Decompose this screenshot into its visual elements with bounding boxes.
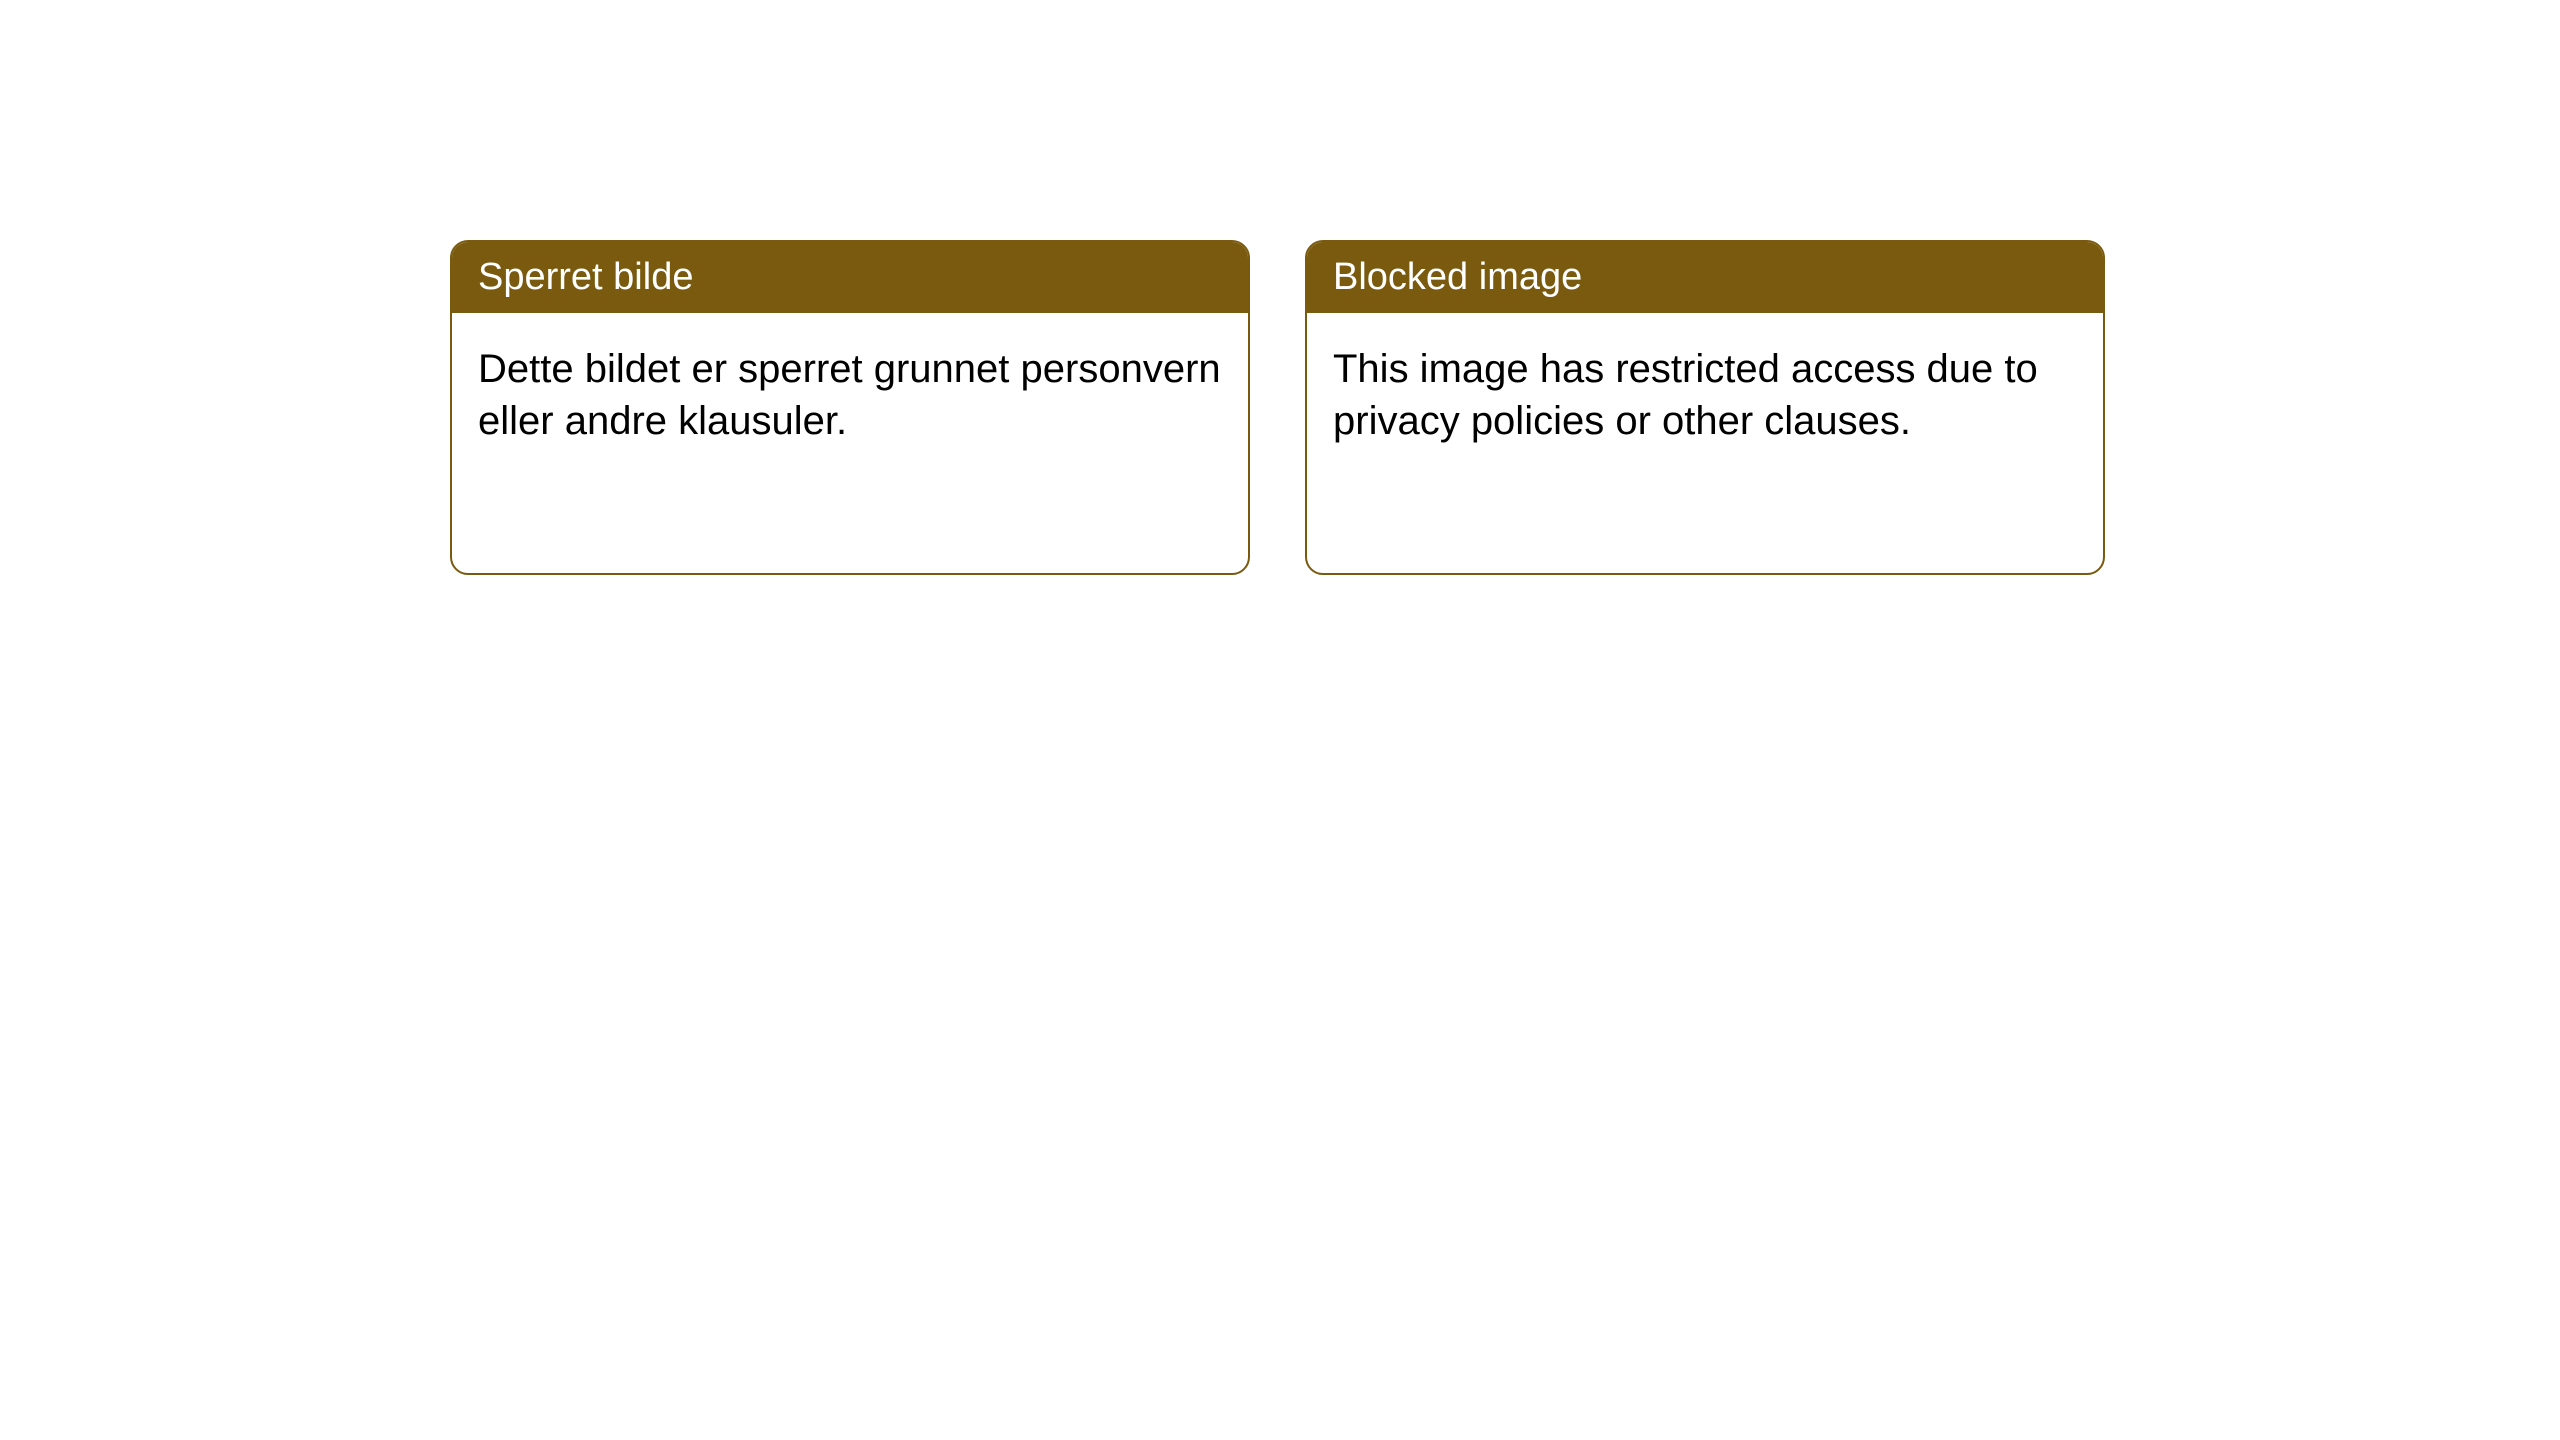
card-title: Blocked image bbox=[1333, 256, 1582, 298]
card-body: This image has restricted access due to … bbox=[1307, 313, 2103, 477]
card-body: Dette bildet er sperret grunnet personve… bbox=[452, 313, 1248, 477]
card-message: Dette bildet er sperret grunnet personve… bbox=[478, 347, 1221, 443]
card-title: Sperret bilde bbox=[478, 256, 693, 298]
notice-card-english: Blocked image This image has restricted … bbox=[1305, 240, 2105, 575]
card-message: This image has restricted access due to … bbox=[1333, 347, 2038, 443]
card-header: Sperret bilde bbox=[452, 242, 1248, 313]
notice-card-norwegian: Sperret bilde Dette bildet er sperret gr… bbox=[450, 240, 1250, 575]
notice-cards-container: Sperret bilde Dette bildet er sperret gr… bbox=[450, 240, 2105, 575]
card-header: Blocked image bbox=[1307, 242, 2103, 313]
